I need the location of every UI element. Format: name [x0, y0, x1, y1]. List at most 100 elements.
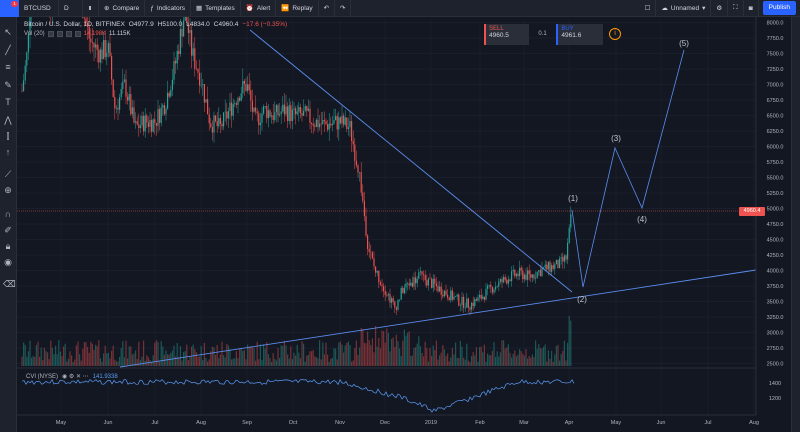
indicators-button[interactable]: ƒ Indicators: [145, 0, 191, 17]
chart-canvas[interactable]: (1) (2) (3) (4) (5) 8000.0 7750.0 7500.0 7250.0…: [17, 17, 791, 432]
candle-body: [248, 84, 250, 91]
volume-bar: [453, 354, 455, 366]
quantity-field[interactable]: 0.1: [538, 31, 547, 37]
candle-body: [242, 80, 244, 94]
compare-button[interactable]: ⊕ Compare: [99, 0, 146, 17]
volume-bar: [39, 356, 41, 366]
info-icon[interactable]: i: [609, 28, 621, 40]
volume-bar: [159, 360, 161, 366]
volume-bar: [240, 348, 242, 366]
volume-bar: [376, 346, 378, 366]
volume-bar: [523, 355, 525, 366]
chevron-down-icon: ▾: [702, 5, 706, 12]
cvi-menu-icon[interactable]: ◉ ⚙ ✕ ⋯: [62, 374, 89, 380]
volume-bar: [79, 354, 81, 366]
fullscreen-toggle[interactable]: ⛶: [728, 0, 744, 17]
volume-bar: [67, 358, 69, 366]
symbol-search[interactable]: BTCUSD: [19, 0, 59, 17]
candle-body: [83, 17, 85, 19]
pattern-icon[interactable]: ⋀: [4, 115, 12, 125]
lock-icon[interactable]: 🔒︎: [5, 241, 11, 251]
candle-body: [251, 100, 253, 112]
candle-body: [410, 282, 412, 286]
brush-icon[interactable]: ✎: [4, 80, 12, 90]
fullscreen-button[interactable]: ☐: [640, 0, 657, 17]
candle-body: [154, 119, 156, 124]
candle-body: [275, 105, 277, 113]
prediction-icon[interactable]: ⫿: [6, 131, 10, 141]
candle-body: [85, 18, 87, 24]
candle-style-button[interactable]: [83, 0, 99, 17]
volume-bar: [552, 361, 554, 366]
trendline-icon[interactable]: ╱: [5, 45, 11, 55]
candle-body: [392, 298, 394, 302]
volume-bar: [32, 355, 34, 366]
volume-bar: [47, 352, 49, 366]
settings-icon[interactable]: [56, 31, 63, 37]
volume-bar: [42, 360, 44, 366]
candle-body: [485, 288, 487, 300]
ruler-icon[interactable]: ⟋: [4, 169, 12, 179]
publish-button[interactable]: Publish: [762, 1, 796, 15]
expand-icon: ⛶: [733, 4, 738, 11]
candle-body: [306, 106, 308, 111]
volume-bar: [253, 347, 255, 366]
volume-bar: [469, 361, 471, 366]
volume-bar: [218, 358, 220, 366]
close-icon[interactable]: [65, 31, 72, 37]
volume-bar: [383, 331, 385, 366]
volume-bar: [147, 357, 149, 366]
replay-button[interactable]: ⏪ Replay: [276, 0, 319, 17]
redo-button[interactable]: ↷: [335, 0, 352, 17]
volume-bar: [50, 340, 52, 366]
square-icon: ☐: [644, 5, 651, 12]
cursor-icon[interactable]: ↖: [4, 27, 12, 37]
settings-button[interactable]: ⚙: [711, 0, 729, 17]
snapshot-button[interactable]: ◙: [744, 0, 759, 17]
cvi-legend: CVI (NYSE) ◉ ⚙ ✕ ⋯ 141.9338: [26, 373, 118, 381]
time-tick-label: Oct: [289, 420, 298, 426]
text-icon[interactable]: T: [5, 97, 11, 107]
candle-body: [146, 115, 148, 123]
fib-icon[interactable]: ≡: [5, 62, 11, 72]
pencil-lock-icon[interactable]: ✐: [4, 225, 12, 235]
buy-button[interactable]: BUY 4961.6: [556, 24, 604, 45]
candle-body: [130, 94, 132, 115]
volume-bar: [379, 348, 381, 366]
volume-bar: [117, 361, 119, 366]
candle-body: [200, 84, 202, 86]
volume-bar: [363, 342, 365, 366]
more-icon[interactable]: [74, 31, 81, 37]
candle-body: [162, 105, 164, 108]
candle-body: [211, 127, 213, 133]
candle-body: [418, 272, 420, 279]
candle-body: [559, 258, 561, 269]
volume-bar: [330, 358, 332, 366]
price-tick-label: 3750.0: [767, 284, 784, 290]
volume-bar: [72, 361, 74, 366]
layout-selector[interactable]: ☁ Unnamed ▾: [656, 0, 712, 17]
alert-button[interactable]: ⏰ Alert: [241, 0, 277, 17]
volume-bar: [338, 342, 340, 366]
volume-bar: [527, 358, 529, 366]
candle-body: [314, 125, 316, 127]
undo-button[interactable]: ↶: [319, 0, 336, 17]
volume-bar: [237, 358, 239, 366]
interval-selector[interactable]: D: [59, 0, 83, 17]
templates-button[interactable]: ▦ Templates: [191, 0, 241, 17]
trash-icon[interactable]: ⌫: [3, 279, 16, 289]
visibility-icon[interactable]: [47, 31, 54, 37]
candle-body: [301, 113, 303, 116]
magnet-icon[interactable]: ∩: [4, 209, 12, 219]
volume-bar: [432, 345, 434, 366]
sell-button[interactable]: SELL 4960.5: [484, 24, 529, 45]
arrow-icon[interactable]: ↑: [5, 147, 11, 157]
visibility-icon[interactable]: ◉: [4, 257, 12, 267]
candle-body: [229, 102, 231, 112]
chart-title: Bitcoin / U.S. Dollar, 1D, BITFINEX: [24, 21, 125, 28]
time-tick-label: Apr: [565, 420, 574, 426]
logo[interactable]: 1: [0, 0, 19, 17]
candle-body: [271, 115, 273, 117]
zoom-icon[interactable]: ⊕: [4, 185, 12, 195]
volume-bar: [207, 361, 209, 366]
